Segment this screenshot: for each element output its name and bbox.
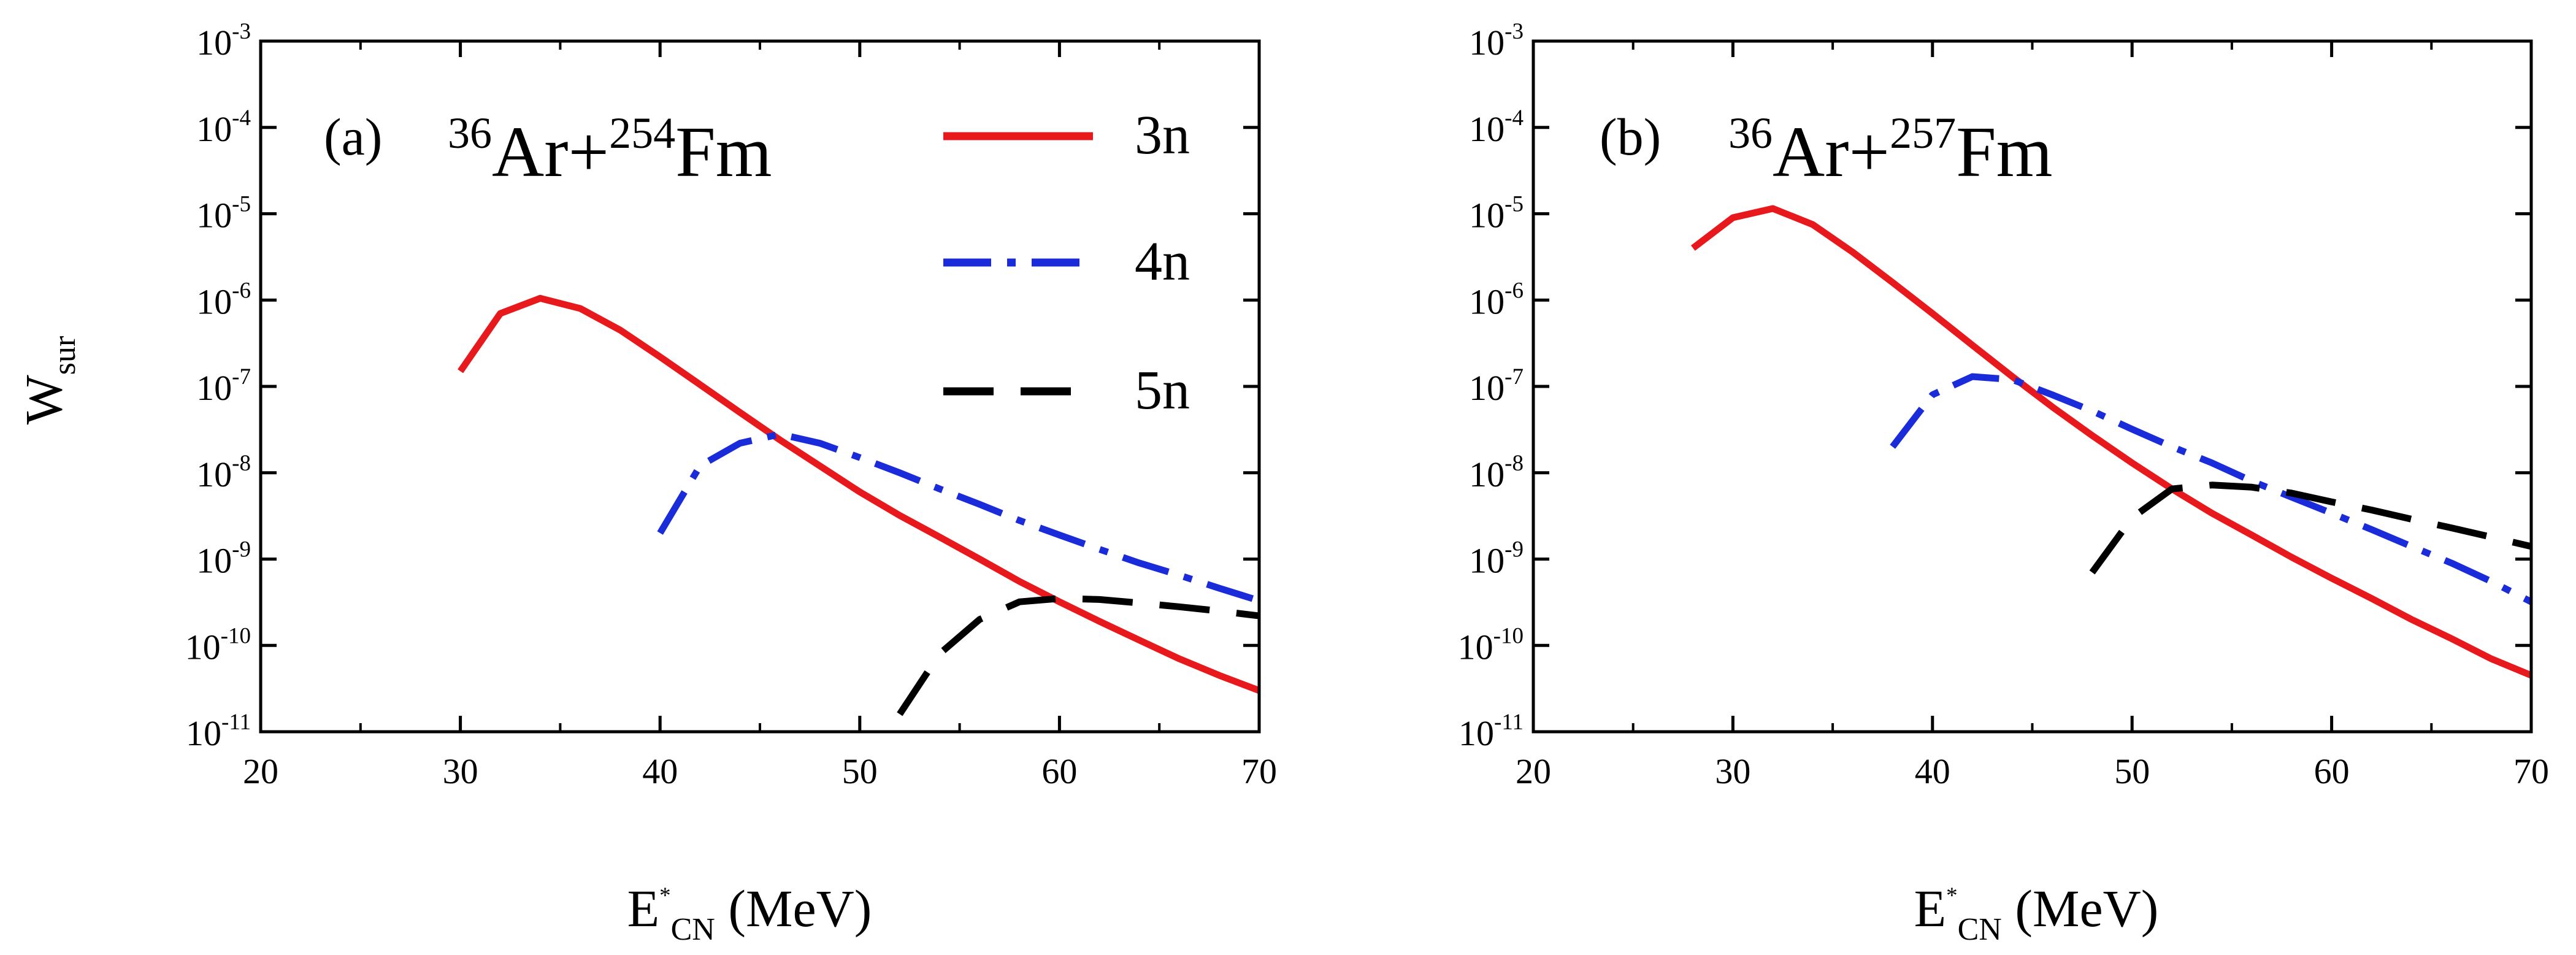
y-tick-label: 10-5	[1469, 192, 1524, 236]
y-tick-label: 10-7	[196, 364, 251, 408]
x-tick-label: 40	[1915, 751, 1950, 791]
y-tick-label: 10-11	[186, 710, 251, 753]
y-tick-label: 10-8	[196, 451, 251, 494]
x-tick-label: 20	[243, 751, 278, 791]
legend: 3n 4n 5n	[943, 105, 1190, 421]
panel-a: Wsur 20 30 40 50 60 70 10-3 10-4 10-5 10-6 10-7 10-…	[14, 19, 1277, 947]
y-tick-label: 10-7	[1469, 364, 1524, 408]
x-axis-title-a: E*CN (MeV)	[627, 879, 872, 947]
legend-label-4n: 4n	[1135, 231, 1190, 292]
x-tick-label: 70	[2513, 751, 2549, 791]
y-tick-label: 10-10	[185, 623, 251, 667]
y-tick-label: 10-9	[1469, 537, 1524, 581]
legend-label-5n: 5n	[1135, 360, 1190, 421]
y-tick-label: 10-4	[196, 105, 251, 149]
series-line-3n	[458, 294, 1260, 694]
series-line-3n	[1690, 205, 2533, 679]
panel-label-b: (b)	[1600, 107, 1661, 166]
x-axis-title-b: E*CN (MeV)	[1914, 879, 2159, 947]
series-line-5n	[897, 595, 1260, 716]
reaction-label-a: 36Ar+254Fm	[448, 109, 772, 192]
plot-frame-b	[1531, 39, 2533, 734]
y-tick-label: 10-6	[196, 278, 251, 321]
y-tick-label: 10-4	[1469, 105, 1524, 149]
y-tick-label: 10-11	[1459, 710, 1524, 753]
x-tick-label: 20	[1516, 751, 1551, 791]
x-tick-label: 70	[1241, 751, 1277, 791]
x-tick-label: 30	[1715, 751, 1750, 791]
panel-b: 20 30 40 50 60 70 10-3 10-4 10-5 10-6 10-7 10-8 10-9…	[1458, 19, 2549, 947]
y-tick-label: 10-6	[1469, 278, 1524, 321]
panel-label-a: (a)	[324, 107, 382, 166]
x-tick-label: 50	[2114, 751, 2150, 791]
tick-layer-a: 20 30 40 50 60 70 10-3 10-4 10-5 10-6 10-7 10-8 10-9…	[185, 19, 1277, 791]
y-tick-label: 10-3	[196, 19, 251, 63]
series-line-4n	[657, 431, 1260, 604]
x-tick-label: 60	[2314, 751, 2350, 791]
series-layer-b	[1690, 205, 2533, 679]
x-tick-label: 30	[443, 751, 478, 791]
x-tick-label: 50	[842, 751, 878, 791]
y-tick-label: 10-3	[1469, 19, 1524, 63]
x-tick-label: 40	[642, 751, 678, 791]
y-tick-label: 10-9	[196, 537, 251, 581]
reaction-label-b: 36Ar+257Fm	[1728, 109, 2053, 192]
tick-layer-b: 20 30 40 50 60 70 10-3 10-4 10-5 10-6 10-7 10-8 10-9…	[1458, 19, 2549, 791]
plot-frame-a	[259, 39, 1261, 734]
y-axis-title: Wsur	[14, 336, 82, 425]
y-tick-label: 10-8	[1469, 451, 1524, 494]
y-tick-label: 10-10	[1458, 623, 1524, 667]
series-layer-a	[458, 294, 1260, 716]
y-tick-label: 10-5	[196, 192, 251, 236]
legend-label-3n: 3n	[1135, 105, 1190, 166]
x-tick-label: 60	[1041, 751, 1077, 791]
series-line-5n	[2089, 481, 2532, 575]
series-line-4n	[1890, 373, 2533, 605]
